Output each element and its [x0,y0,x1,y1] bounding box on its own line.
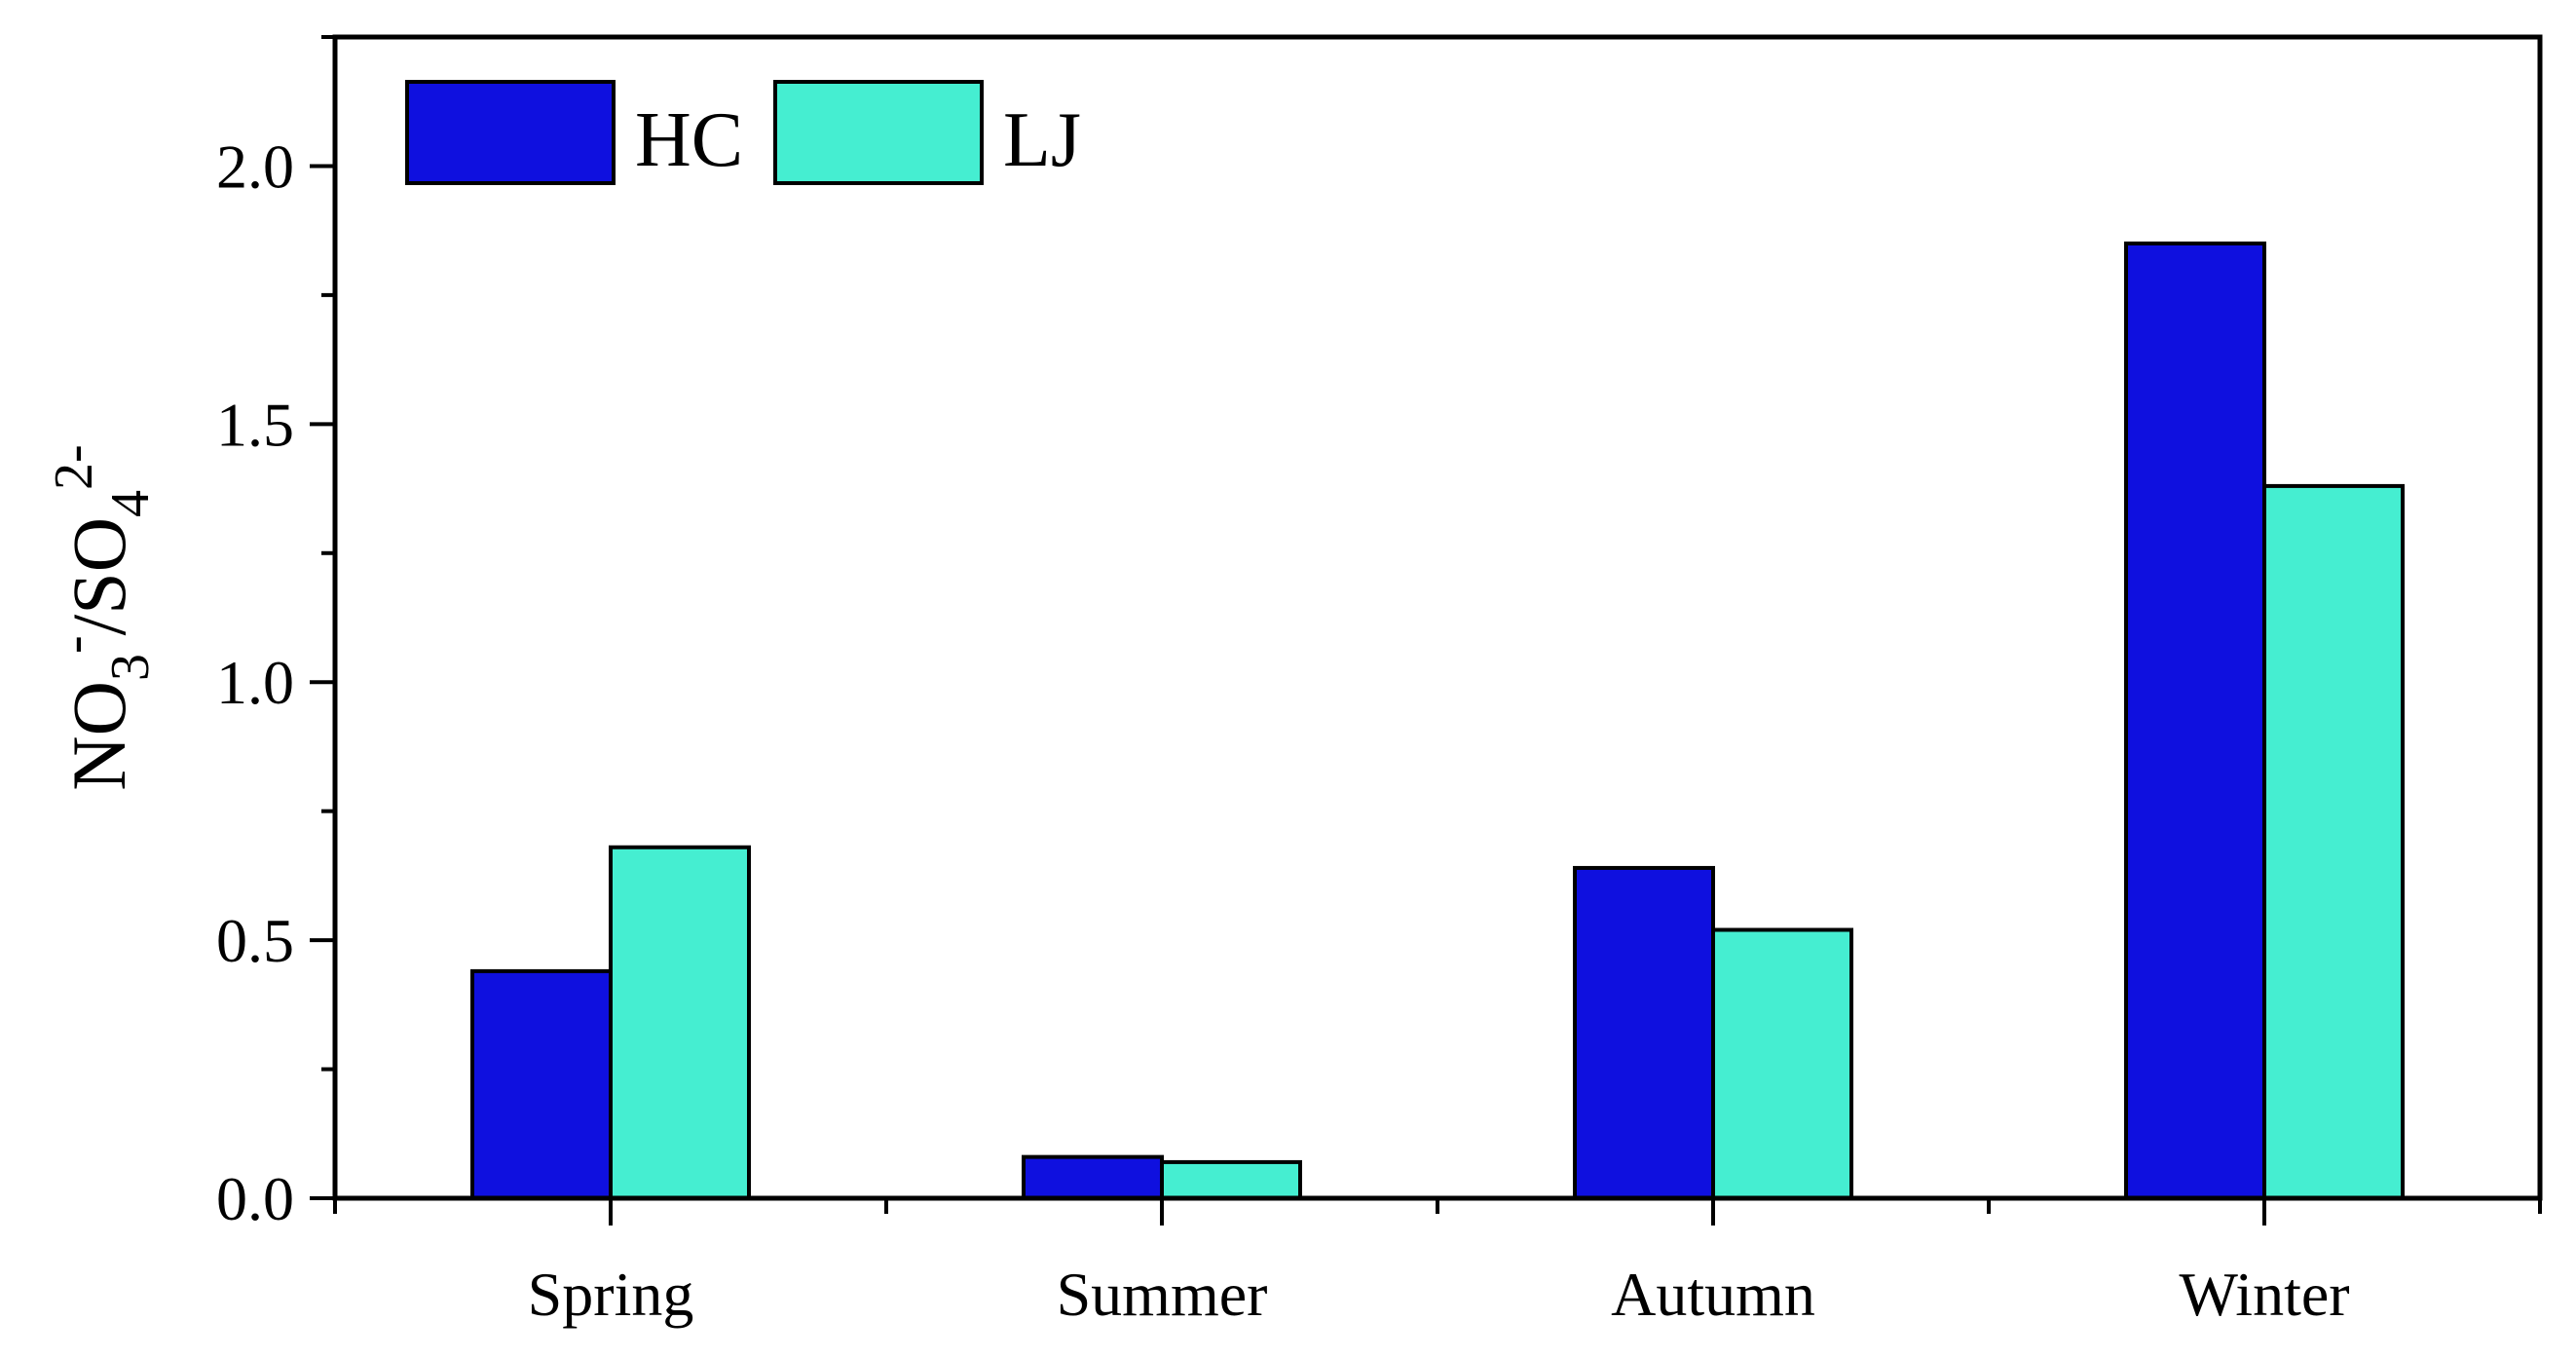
bar-hc-winter [2124,241,2266,1200]
y-axis: 0.0 0.5 1.0 1.5 2.0 [216,35,335,1233]
y-tick-label: 2.0 [216,132,294,201]
y-axis-title-sub2: 4 [100,490,161,517]
x-tick-label: Summer [1057,1260,1268,1329]
y-axis-title-middle: /SO [56,517,141,635]
y-tick-label: 1.0 [216,648,294,717]
bars-layer [470,241,2405,1201]
x-axis: Spring Summer Autumn Winter [333,1198,2542,1329]
bar-hc-summer [1022,1154,1164,1201]
y-axis-title-main: NO [56,681,141,791]
svg-text:NO3-/SO42-: NO3-/SO42- [44,444,161,790]
x-tick-label: Spring [528,1260,694,1329]
bar-lj-winter [2262,483,2405,1200]
y-axis-title: NO3-/SO42- [44,444,161,790]
y-axis-title-sup2: 2- [44,444,104,490]
y-tick-label: 0.0 [216,1164,294,1233]
legend-swatch-hc [405,80,616,185]
legend-label-lj: LJ [1003,97,1081,183]
legend: HC LJ [405,80,1081,185]
bar-hc-spring [470,968,613,1200]
legend-swatch-lj [773,80,984,185]
x-tick-label: Autumn [1611,1260,1815,1329]
y-axis-title-sup1: - [44,635,104,654]
bar-lj-spring [609,845,751,1200]
y-tick-label: 0.5 [216,906,294,975]
bar-lj-autumn [1711,927,1853,1200]
bar-lj-summer [1160,1159,1302,1200]
bar-hc-autumn [1573,865,1715,1200]
y-tick-label: 1.5 [216,390,294,459]
x-tick-label: Winter [2179,1260,2349,1329]
legend-label-hc: HC [635,97,743,183]
y-axis-title-sub1: 3 [100,654,161,681]
